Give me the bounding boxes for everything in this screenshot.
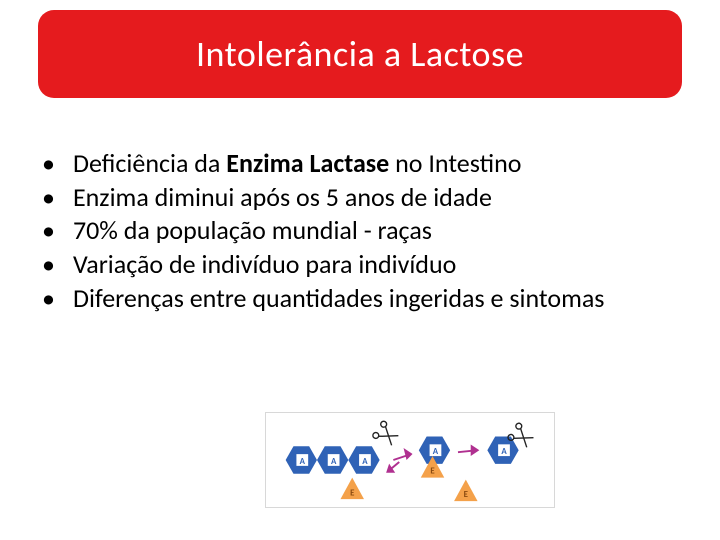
bullet-text: Variação de indivíduo para indivíduo [73, 249, 456, 281]
hex-chain: A A A A A [286, 437, 519, 474]
list-item: • 70% da população mundial - raças [38, 215, 682, 247]
svg-text:E: E [430, 467, 434, 477]
svg-text:A: A [331, 457, 337, 467]
svg-text:E: E [350, 488, 354, 498]
bullet-icon: • [42, 249, 55, 281]
bullet-bold: Enzima Lactase [226, 147, 389, 179]
bullet-text: Deficiência da Enzima Lactase no Intesti… [73, 148, 522, 180]
bullet-text: Diferenças entre quantidades ingeridas e… [73, 283, 605, 315]
bullet-pre: Deficiência da [73, 147, 226, 179]
bullet-icon: • [42, 182, 55, 214]
bullet-text: 70% da população mundial - raças [73, 215, 432, 247]
enzyme-diagram: A A A A A E E E [265, 412, 555, 508]
slide-title: Intolerância a Lactose [196, 32, 524, 76]
list-item: • Variação de indivíduo para indivíduo [38, 249, 682, 281]
svg-text:A: A [362, 457, 368, 467]
svg-text:A: A [433, 447, 439, 457]
bullet-text: Enzima diminui após os 5 anos de idade [73, 182, 492, 214]
bullet-icon: • [42, 215, 55, 247]
svg-text:A: A [501, 447, 507, 457]
svg-text:A: A [300, 457, 306, 467]
bullet-list: • Deficiência da Enzima Lactase no Intes… [38, 148, 682, 317]
title-banner: Intolerância a Lactose [38, 10, 682, 98]
list-item: • Deficiência da Enzima Lactase no Intes… [38, 148, 682, 180]
bullet-icon: • [42, 283, 55, 315]
list-item: • Diferenças entre quantidades ingeridas… [38, 283, 682, 315]
list-item: • Enzima diminui após os 5 anos de idade [38, 182, 682, 214]
bullet-icon: • [42, 148, 55, 180]
svg-text:E: E [464, 490, 468, 500]
bullet-post: no Intestino [389, 147, 521, 179]
